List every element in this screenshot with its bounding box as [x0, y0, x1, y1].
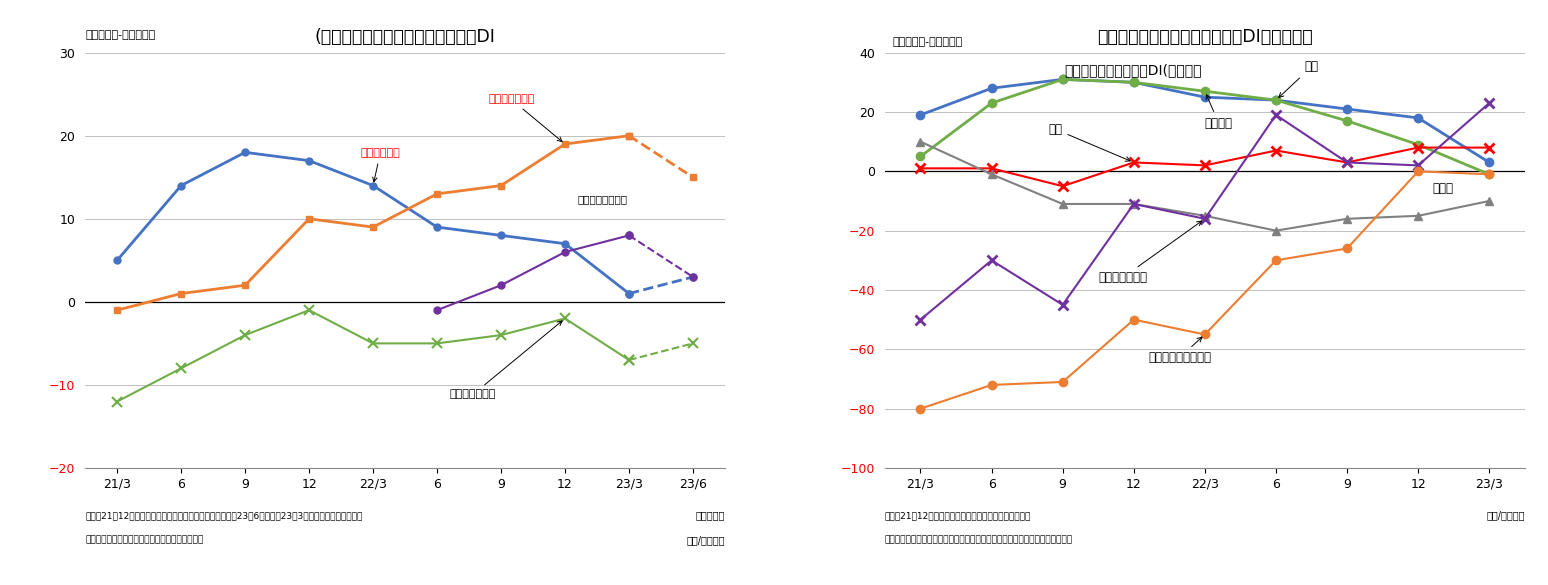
Text: （資料）日本銀行「全国企業短期経済観測調査」: （資料）日本銀行「全国企業短期経済観測調査」: [85, 536, 203, 545]
Text: （先行き）: （先行き）: [695, 510, 724, 520]
Text: 中小企業製造業: 中小企業製造業: [450, 321, 562, 400]
Text: （資料）日本銀行「全国企業短期経済観測調査」よりニッセイ基礎研究所作成: （資料）日本銀行「全国企業短期経済観測調査」よりニッセイ基礎研究所作成: [885, 536, 1073, 545]
Text: 自動車: 自動車: [1432, 182, 1454, 195]
Title: （図表３）主な業種の業況判断DI（大企業）: （図表３）主な業種の業況判断DI（大企業）: [1098, 27, 1313, 46]
Text: （「良い」-「悪い」）: （「良い」-「悪い」）: [892, 37, 963, 47]
Text: 大企業製造業: 大企業製造業: [361, 149, 399, 182]
Text: （「良い」-「悪い」）: （「良い」-「悪い」）: [85, 30, 155, 40]
Text: 小売: 小売: [1048, 123, 1130, 161]
Text: 主な業種別の業況判断DI(大企業）: 主な業種別の業況判断DI(大企業）: [1063, 63, 1201, 77]
Text: 大企業非製造業: 大企業非製造業: [488, 95, 562, 142]
Text: （注）21年12月調査以降は調査対象見直し後の新ベース: （注）21年12月調査以降は調査対象見直し後の新ベース: [885, 511, 1031, 520]
Text: 対個人サービス: 対個人サービス: [1098, 221, 1201, 284]
Text: 宿泊・飲食サービス: 宿泊・飲食サービス: [1149, 337, 1211, 364]
Text: （年/月調査）: （年/月調査）: [1486, 510, 1525, 520]
Text: （年/月調査）: （年/月調査）: [686, 535, 724, 545]
Text: 中小企業非製造業: 中小企業非製造業: [577, 194, 628, 204]
Text: 電気機械: 電気機械: [1204, 95, 1232, 130]
Title: (図表２）前回調査までの業況判断DI: (図表２）前回調査までの業況判断DI: [314, 27, 495, 46]
Text: （注）21年12月調査以降は調査対象見直し後の新ベース。23年6月の値は23年3月調査における先行き。: （注）21年12月調査以降は調査対象見直し後の新ベース。23年6月の値は23年3…: [85, 511, 362, 520]
Text: 化学: 化学: [1279, 60, 1319, 98]
